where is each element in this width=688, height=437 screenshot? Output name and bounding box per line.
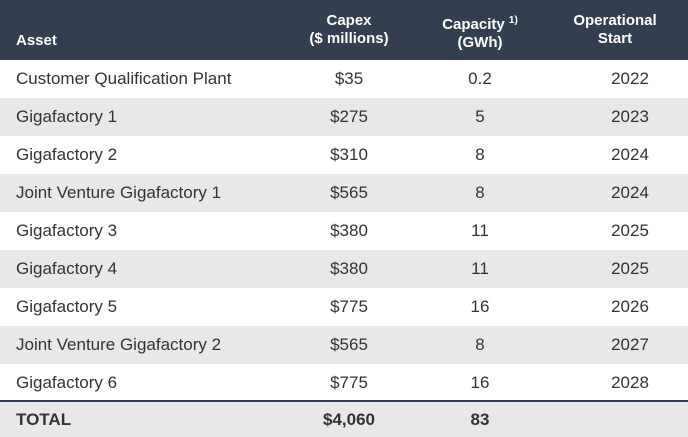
cell: 83	[470, 409, 490, 429]
header-text: Capacity 1)	[430, 12, 530, 34]
total-row: TOTAL $4,060 83	[0, 400, 688, 437]
cell: 2027	[611, 335, 649, 354]
cell: $775	[330, 297, 368, 316]
cell: Gigafactory 3	[16, 221, 118, 240]
table-row: Gigafactory 3 $380 11 2025	[0, 212, 688, 250]
cell: 2025	[611, 259, 649, 278]
cell: $775	[330, 373, 368, 392]
cell: 5	[475, 107, 485, 126]
cell: $35	[334, 69, 364, 88]
table-row: Gigafactory 2 $310 8 2024	[0, 136, 688, 174]
cell: 2023	[611, 107, 649, 126]
cell: 8	[475, 183, 485, 202]
cell: Gigafactory 1	[16, 107, 118, 126]
footnote-mark: 1)	[508, 15, 518, 26]
cell: 2024	[611, 183, 649, 202]
cell: 16	[470, 297, 490, 316]
header-cell: Capacity 1) (GWh)	[430, 12, 530, 52]
cell: 11	[471, 221, 489, 240]
cell: Gigafactory 4	[16, 259, 118, 278]
table-row: Gigafactory 4 $380 11 2025	[0, 250, 688, 288]
cell: $565	[330, 183, 368, 202]
cell: 2024	[611, 145, 649, 164]
cell: 8	[475, 145, 485, 164]
header-text: Operational	[573, 12, 657, 29]
cell: $380	[330, 259, 368, 278]
cell: 2025	[611, 221, 649, 240]
cell: $310	[330, 145, 368, 164]
header-cell: Capex ($ millions)	[300, 12, 398, 48]
cell: 2028	[611, 373, 649, 392]
table-row: Gigafactory 5 $775 16 2026	[0, 288, 688, 326]
cell: $4,060	[323, 409, 375, 429]
cell: $275	[330, 107, 368, 126]
header-text: Start	[597, 30, 633, 47]
table-row: Gigafactory 6 $775 16 2028	[0, 364, 688, 402]
header-text: Capex	[326, 12, 372, 29]
cell: 2026	[611, 297, 649, 316]
cell: TOTAL	[16, 409, 72, 429]
cell: 2022	[611, 69, 649, 88]
table-row: Gigafactory 1 $275 5 2023	[0, 98, 688, 136]
header-text: ($ millions)	[309, 30, 389, 47]
cell: 11	[471, 259, 489, 278]
table-row: Joint Venture Gigafactory 1 $565 8 2024	[0, 174, 688, 212]
cell: Customer Qualification Plant	[16, 69, 232, 88]
cell: $565	[330, 335, 368, 354]
cell: 0.2	[468, 69, 492, 88]
cell: Joint Venture Gigafactory 2	[16, 335, 222, 354]
header-cell: Asset	[16, 32, 57, 49]
header-text: (GWh)	[457, 34, 503, 51]
header-cell: Operational Start	[545, 12, 685, 48]
cell: 8	[475, 335, 485, 354]
cell: Gigafactory 5	[16, 297, 118, 316]
cell: Joint Venture Gigafactory 1	[16, 183, 222, 202]
header-text: Capacity	[442, 16, 505, 33]
cell: Gigafactory 6	[16, 373, 118, 392]
cell: $380	[330, 221, 368, 240]
table-row: Customer Qualification Plant $35 0.2 2022	[0, 60, 688, 98]
header-row: Asset Capex ($ millions) Capacity 1) (GW…	[0, 0, 688, 60]
cell: 16	[470, 373, 490, 392]
cell: Gigafactory 2	[16, 145, 118, 164]
table-row: Joint Venture Gigafactory 2 $565 8 2027	[0, 326, 688, 364]
